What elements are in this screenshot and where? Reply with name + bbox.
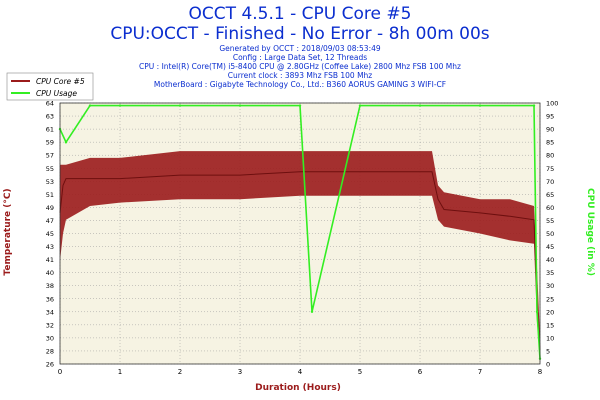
left-tick-labels: 26 28 30 32 34 36 38 40 41 43 45 47 49 51 53 55 57 59 61 63… — [46, 100, 54, 369]
info-generated: Generated by OCCT : 2018/09/03 08:53:49 — [219, 44, 381, 53]
y-tick-left: 32 — [46, 321, 54, 329]
plot-frame — [59, 102, 541, 365]
x-tick: 5 — [358, 368, 362, 376]
y-tick-left: 30 — [46, 334, 54, 342]
legend-label-temp: CPU Core #5 — [36, 77, 85, 86]
x-tick: 7 — [478, 368, 482, 376]
usage-point — [178, 104, 182, 107]
usage-point — [298, 104, 302, 107]
y-tick-right: 85 — [546, 139, 554, 147]
y-tick-right: 20 — [546, 308, 554, 316]
y-tick-right: 30 — [546, 282, 554, 290]
x-tick-labels: 0 1 2 3 4 5 6 7 8 — [58, 368, 542, 376]
y-tick-right: 40 — [546, 256, 554, 264]
usage-point — [88, 104, 92, 107]
y-tick-left: 49 — [46, 204, 54, 212]
y-tick-right: 70 — [546, 178, 554, 186]
x-tick: 1 — [118, 368, 122, 376]
y-tick-right: 90 — [546, 126, 554, 134]
x-tick: 3 — [238, 368, 242, 376]
y-tick-left: 34 — [46, 308, 54, 316]
usage-point — [532, 104, 536, 107]
y-tick-left: 63 — [46, 113, 54, 121]
axes — [59, 102, 541, 365]
x-tick: 8 — [538, 368, 542, 376]
y-tick-right: 80 — [546, 152, 554, 160]
legend: CPU Core #5 CPU Usage — [6, 72, 94, 101]
y-tick-right: 25 — [546, 295, 554, 303]
temp-line — [59, 171, 541, 351]
usage-line — [59, 104, 541, 359]
y-tick-right: 55 — [546, 217, 554, 225]
y-tick-right: 15 — [546, 321, 554, 329]
y-tick-left: 53 — [46, 178, 54, 186]
x-tick: 0 — [58, 368, 62, 376]
usage-point — [238, 104, 242, 107]
legend-box — [6, 72, 94, 101]
chart-title: OCCT 4.5.1 - CPU Core #5 — [188, 4, 412, 24]
y-tick-left: 64 — [46, 100, 54, 108]
y-tick-right: 95 — [546, 113, 554, 121]
y-tick-left: 26 — [46, 361, 54, 369]
y-axis-label-right: CPU Usage (in %) — [585, 188, 595, 276]
y-tick-left: 38 — [46, 282, 54, 290]
y-tick-right: 60 — [546, 204, 554, 212]
usage-point — [418, 104, 422, 107]
y-tick-left: 41 — [46, 256, 54, 264]
x-tick: 4 — [298, 368, 303, 376]
x-tick: 6 — [418, 368, 423, 376]
y-tick-right: 75 — [546, 165, 554, 173]
y-tick-left: 59 — [46, 139, 54, 147]
y-tick-left: 55 — [46, 165, 54, 173]
usage-point — [358, 104, 362, 107]
series-cpu-core-5 — [59, 151, 541, 351]
y-tick-right: 10 — [546, 334, 554, 342]
y-tick-right: 100 — [546, 100, 558, 108]
temp-range-band — [60, 151, 540, 351]
y-tick-left: 47 — [46, 217, 54, 225]
y-tick-right: 0 — [546, 361, 550, 369]
usage-point — [118, 104, 122, 107]
usage-point — [535, 310, 539, 313]
y-tick-left: 40 — [46, 269, 54, 277]
y-tick-left: 51 — [46, 191, 54, 199]
series-cpu-usage — [58, 104, 542, 360]
chart-subtitle: CPU:OCCT - Finished - No Error - 8h 00m … — [110, 24, 490, 44]
y-tick-right: 65 — [546, 191, 554, 199]
y-tick-left: 45 — [46, 230, 54, 238]
legend-label-usage: CPU Usage — [36, 89, 77, 98]
y-tick-right: 45 — [546, 243, 554, 251]
y-tick-left: 28 — [46, 347, 54, 355]
y-tick-right: 35 — [546, 269, 554, 277]
info-motherboard: MotherBoard : Gigabyte Technology Co., L… — [153, 80, 447, 89]
grid-lines — [59, 102, 541, 365]
usage-point — [64, 141, 68, 144]
y-tick-left: 36 — [46, 295, 54, 303]
usage-point — [478, 104, 482, 107]
info-cpu: CPU : Intel(R) Core(TM) i5-8400 CPU @ 2.… — [139, 62, 461, 71]
y-tick-right: 50 — [546, 230, 554, 238]
x-axis-label: Duration (Hours) — [255, 383, 341, 393]
x-tick: 2 — [178, 368, 182, 376]
right-tick-labels: 0 5 10 15 20 25 30 35 40 45 50 55 60 65 70 75 80 85 90 95 10… — [546, 100, 558, 369]
y-tick-right: 5 — [546, 347, 550, 355]
info-clock: Current clock : 3893 Mhz FSB 100 Mhz — [227, 71, 373, 80]
info-config: Config : Large Data Set, 12 Threads — [232, 53, 368, 62]
y-tick-left: 43 — [46, 243, 54, 251]
y-axis-label-left: Temperature (°C) — [3, 188, 13, 275]
y-tick-left: 61 — [46, 126, 54, 134]
y-tick-left: 57 — [46, 152, 54, 160]
usage-point — [310, 310, 314, 313]
